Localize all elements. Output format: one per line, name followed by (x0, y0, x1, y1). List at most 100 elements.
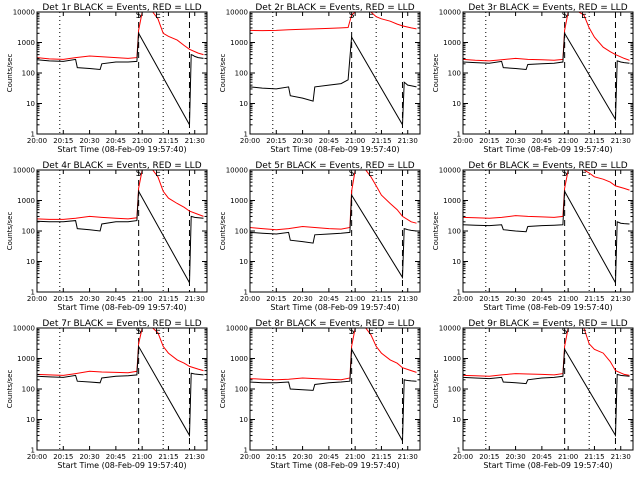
chart-2-xtick-label: 20:15 (266, 137, 286, 145)
chart-8-ytick-label: 10 (239, 416, 248, 424)
chart-4-xtick-label: 21:30 (185, 295, 205, 303)
chart-5-ytick-label: 1000 (230, 197, 248, 205)
chart-7-xlabel: Start Time (08-Feb-09 19:57:40) (57, 461, 186, 470)
chart-3-xtick-label: 20:15 (479, 137, 499, 145)
chart-8-ylabel: Counts/sec (219, 370, 227, 409)
chart-1-xtick-label: 21:30 (185, 137, 205, 145)
chart-5-marker-s: S (349, 169, 355, 179)
chart-6-ytick-label: 1000 (443, 197, 461, 205)
chart-2-xtick-label: 20:45 (319, 137, 339, 145)
chart-4-marker-e: E (155, 169, 161, 179)
chart-2-ytick-label: 100 (235, 70, 248, 78)
chart-1-xtick-label: 21:15 (158, 137, 178, 145)
chart-2-xlabel: Start Time (08-Feb-09 19:57:40) (270, 145, 399, 154)
chart-5-ylabel: Counts/sec (219, 212, 227, 251)
chart-6-ytick-label: 10 (452, 258, 461, 266)
chart-6-marker-s: S (562, 169, 568, 179)
chart-8-events-line (250, 347, 417, 443)
chart-8-ytick-label: 10000 (226, 325, 248, 333)
chart-6-ytick-label: 1 (457, 289, 461, 297)
chart-4-ytick-label: 10000 (13, 167, 35, 175)
chart-2-xtick-label: 21:15 (371, 137, 391, 145)
chart-3-events-line (463, 31, 630, 122)
chart-7-frame (36, 327, 208, 451)
chart-2-ylabel: Counts/sec (219, 54, 227, 93)
chart-3-ytick-label: 1000 (443, 39, 461, 47)
chart-4-frame (36, 169, 208, 293)
chart-8-xtick-label: 21:15 (371, 453, 391, 461)
chart-1-ytick-label: 10000 (13, 9, 35, 17)
chart-6-series-group (463, 170, 630, 285)
chart-6-xtick-label: 20:15 (479, 295, 499, 303)
chart-3-xtick-label: 21:00 (558, 137, 578, 145)
chart-7-ytick-label: 1000 (17, 355, 35, 363)
chart-8-marker-e: E (368, 327, 374, 337)
chart-6-ytick-label: 100 (448, 228, 461, 236)
chart-5-xtick-label: 20:15 (266, 295, 286, 303)
chart-7-ylabel: Counts/sec (6, 370, 14, 409)
chart-5-xtick-label: 20:30 (292, 295, 312, 303)
chart-3-xtick-label: 20:30 (505, 137, 525, 145)
chart-2-lld-line (250, 12, 417, 32)
chart-2-series-group (250, 12, 417, 127)
chart-1-xtick-label: 20:00 (27, 137, 47, 145)
chart-4-ytick-label: 1 (31, 289, 35, 297)
chart-5-ytick-label: 10000 (226, 167, 248, 175)
chart-8-xtick-label: 21:00 (345, 453, 365, 461)
chart-2-ytick-label: 1 (244, 131, 248, 139)
chart-9-frame (462, 327, 634, 451)
chart-3-lld-line (463, 12, 630, 62)
chart-1-events-line (37, 31, 204, 127)
chart-3-marker-e: E (581, 11, 587, 21)
chart-2-xtick-label: 20:00 (240, 137, 260, 145)
chart-1-ytick-label: 100 (22, 70, 35, 78)
chart-9-xtick-label: 20:45 (532, 453, 552, 461)
chart-4-ytick-label: 100 (22, 228, 35, 236)
chart-5-ytick-label: 100 (235, 228, 248, 236)
chart-7-xtick-label: 20:45 (106, 453, 126, 461)
chart-1-ytick-label: 1 (31, 131, 35, 139)
chart-2-xtick-label: 21:00 (345, 137, 365, 145)
chart-9-xtick-label: 21:00 (558, 453, 578, 461)
chart-7-lld-line (37, 328, 204, 376)
chart-5-title: Det 5r BLACK = Events, RED = LLD (255, 161, 414, 171)
chart-3-ytick-label: 100 (448, 70, 461, 78)
chart-4-events-line (37, 189, 204, 285)
chart-7-ytick-label: 10000 (13, 325, 35, 333)
chart-2-marker-s: S (349, 11, 355, 21)
chart-8-marker-s: S (349, 327, 355, 337)
chart-7-marker-s: S (136, 327, 142, 337)
chart-4-xtick-label: 20:00 (27, 295, 47, 303)
chart-4-xtick-label: 20:30 (79, 295, 99, 303)
chart-6-frame (462, 169, 634, 293)
chart-8-xtick-label: 20:15 (266, 453, 286, 461)
chart-3-ytick-label: 10000 (439, 9, 461, 17)
chart-9-ytick-label: 10000 (439, 325, 461, 333)
chart-1-xtick-label: 20:45 (106, 137, 126, 145)
chart-7-xtick-label: 20:15 (53, 453, 73, 461)
chart-8-ytick-label: 1000 (230, 355, 248, 363)
chart-4-xtick-label: 21:15 (158, 295, 178, 303)
chart-1-lld-line (37, 12, 204, 60)
chart-4-lld-line (37, 170, 204, 220)
chart-6-events-line (463, 189, 630, 285)
chart-7-xtick-label: 20:00 (27, 453, 47, 461)
chart-3-frame (462, 11, 634, 135)
chart-1-ytick-label: 1000 (17, 39, 35, 47)
chart-1-xtick-label: 21:00 (132, 137, 152, 145)
chart-9-ytick-label: 10 (452, 416, 461, 424)
chart-2-ytick-label: 10 (239, 100, 248, 108)
chart-8-xtick-label: 20:00 (240, 453, 260, 461)
chart-9-xtick-label: 20:00 (453, 453, 473, 461)
chart-1-marker-e: E (155, 11, 161, 21)
chart-8-xtick-label: 20:30 (292, 453, 312, 461)
chart-4-ytick-label: 1000 (17, 197, 35, 205)
chart-9-xtick-label: 20:30 (505, 453, 525, 461)
chart-9-marker-s: S (562, 327, 568, 337)
chart-9-xtick-label: 21:30 (611, 453, 631, 461)
chart-5-ytick-label: 10 (239, 258, 248, 266)
chart-3-ytick-label: 1 (457, 131, 461, 139)
